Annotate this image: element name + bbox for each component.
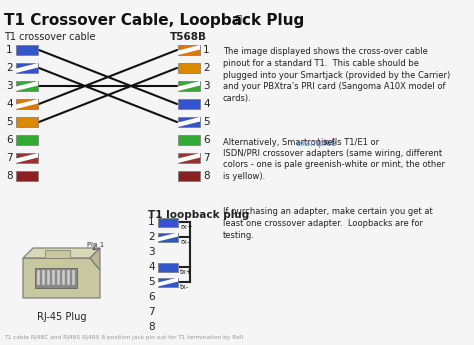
Text: 3: 3 (6, 81, 13, 91)
Polygon shape (178, 45, 200, 55)
Text: 4: 4 (203, 99, 210, 109)
Polygon shape (16, 81, 38, 91)
Text: 5: 5 (203, 117, 210, 127)
Text: rx-: rx- (180, 239, 190, 245)
Bar (57, 270, 60, 285)
Text: 6: 6 (148, 292, 155, 302)
Text: 6: 6 (6, 135, 13, 145)
Text: T1 loopback plug: T1 loopback plug (148, 210, 249, 220)
Bar (16, 153, 38, 163)
Text: 1: 1 (203, 45, 210, 55)
Text: 7: 7 (6, 153, 13, 163)
Text: 7: 7 (203, 153, 210, 163)
Text: 4: 4 (6, 99, 13, 109)
Bar (178, 81, 200, 91)
Text: 2: 2 (203, 63, 210, 73)
Bar (16, 45, 38, 55)
Text: 4: 4 (148, 262, 155, 272)
Bar (178, 45, 200, 55)
Bar (178, 117, 200, 127)
Bar (45, 250, 70, 258)
Text: 1: 1 (148, 217, 155, 227)
Text: 5: 5 (148, 277, 155, 287)
Text: T1 Crossover Cable, Loopback Plug: T1 Crossover Cable, Loopback Plug (4, 13, 304, 28)
Text: T1 cable RJ48C and RJ48S RJ48X 8 position jack pin out for T1 termination by Bel: T1 cable RJ48C and RJ48S RJ48X 8 positio… (4, 335, 243, 340)
Text: 8: 8 (148, 322, 155, 332)
Text: 8: 8 (203, 171, 210, 181)
Bar (178, 135, 200, 145)
Polygon shape (178, 81, 200, 91)
Bar (178, 153, 200, 163)
Text: tx+: tx+ (180, 269, 193, 275)
Text: T1 crossover cable: T1 crossover cable (4, 32, 95, 42)
Text: is yellow).: is yellow). (223, 171, 265, 180)
Polygon shape (16, 63, 38, 73)
Bar (62, 270, 65, 285)
Text: 8: 8 (6, 171, 13, 181)
Text: 2: 2 (148, 232, 155, 242)
Bar (16, 117, 38, 127)
Text: colors - one is pale greenish-white or mint, the other: colors - one is pale greenish-white or m… (223, 160, 445, 169)
Text: 🔒: 🔒 (236, 13, 242, 23)
Polygon shape (178, 153, 200, 163)
Bar (16, 99, 38, 109)
Text: ISDN/PRI crossover adapters (same wiring, different: ISDN/PRI crossover adapters (same wiring… (223, 149, 442, 158)
Text: If purchasing an adapter, make certain you get at
least one crossover adapter.  : If purchasing an adapter, make certain y… (223, 207, 433, 239)
Bar (178, 99, 200, 109)
Text: 2: 2 (6, 63, 13, 73)
Bar (35, 268, 77, 288)
Text: tx-: tx- (180, 284, 190, 290)
Bar (52, 270, 55, 285)
Bar (47, 270, 50, 285)
Bar (158, 233, 178, 241)
Text: rx+: rx+ (148, 209, 151, 210)
Polygon shape (90, 248, 100, 270)
Text: 1: 1 (6, 45, 13, 55)
Bar (16, 171, 38, 181)
Text: ) sells T1/E1 or: ) sells T1/E1 or (318, 138, 380, 147)
Text: exampleé: exampleé (296, 138, 337, 148)
Text: 5: 5 (6, 117, 13, 127)
Bar (67, 270, 70, 285)
Bar (178, 171, 200, 181)
Text: The image displayed shows the cross-over cable
pinout for a standard T1.  This c: The image displayed shows the cross-over… (223, 47, 450, 103)
Bar (16, 135, 38, 145)
Polygon shape (158, 277, 178, 286)
Bar (42, 270, 45, 285)
Polygon shape (16, 153, 38, 163)
Bar (158, 263, 178, 272)
Bar (37, 270, 40, 285)
Bar (158, 217, 178, 227)
Text: 3: 3 (203, 81, 210, 91)
Polygon shape (23, 258, 100, 298)
Text: T568B: T568B (170, 32, 207, 42)
Polygon shape (16, 99, 38, 109)
Text: 6: 6 (203, 135, 210, 145)
Polygon shape (158, 233, 178, 241)
Bar (158, 277, 178, 286)
Text: rx+: rx+ (180, 224, 193, 230)
Text: Alternatively, Smartronix (: Alternatively, Smartronix ( (223, 138, 334, 147)
Polygon shape (178, 117, 200, 127)
Bar (16, 81, 38, 91)
Bar (178, 63, 200, 73)
Polygon shape (23, 248, 100, 258)
Bar (72, 270, 75, 285)
Text: Pin 1: Pin 1 (87, 242, 104, 248)
Text: 7: 7 (148, 307, 155, 317)
Text: 3: 3 (148, 247, 155, 257)
Text: RJ-45 Plug: RJ-45 Plug (37, 312, 87, 322)
Bar (16, 63, 38, 73)
